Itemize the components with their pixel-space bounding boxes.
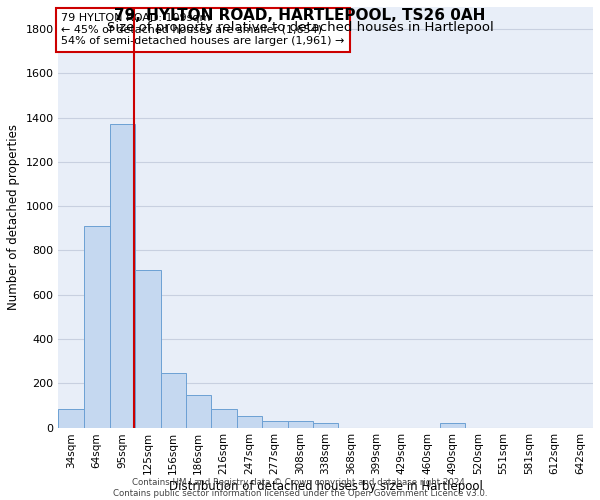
Text: Size of property relative to detached houses in Hartlepool: Size of property relative to detached ho…: [107, 22, 493, 35]
Bar: [236, 416, 262, 428]
Bar: [313, 423, 338, 428]
Text: Contains HM Land Registry data © Crown copyright and database right 2024.
Contai: Contains HM Land Registry data © Crown c…: [113, 478, 487, 498]
Y-axis label: Number of detached properties: Number of detached properties: [7, 124, 20, 310]
Text: 79, HYLTON ROAD, HARTLEPOOL, TS26 0AH: 79, HYLTON ROAD, HARTLEPOOL, TS26 0AH: [115, 8, 485, 22]
Bar: [110, 124, 134, 428]
Bar: [211, 408, 236, 428]
Bar: [440, 423, 465, 428]
Bar: [288, 421, 313, 428]
Bar: [262, 421, 288, 428]
Text: 79 HYLTON ROAD: 109sqm
← 45% of detached houses are smaller (1,654)
54% of semi-: 79 HYLTON ROAD: 109sqm ← 45% of detached…: [61, 14, 344, 46]
Bar: [185, 396, 211, 428]
Bar: [161, 374, 185, 428]
X-axis label: Distribution of detached houses by size in Hartlepool: Distribution of detached houses by size …: [169, 480, 483, 493]
Bar: [83, 226, 110, 428]
Bar: [58, 408, 83, 428]
Bar: [134, 270, 161, 428]
